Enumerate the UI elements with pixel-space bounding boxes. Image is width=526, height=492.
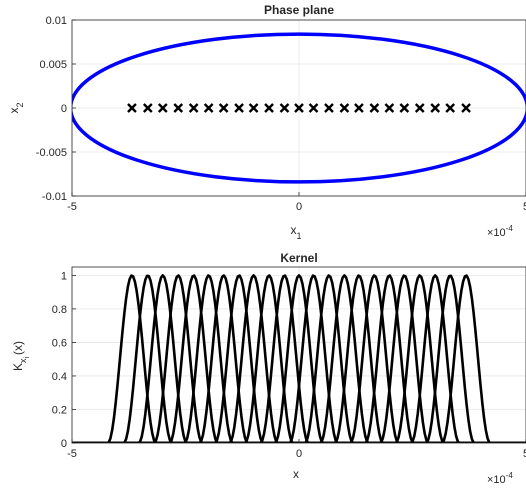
phase-trajectory-ellipse bbox=[72, 32, 526, 184]
center-marker bbox=[399, 103, 410, 113]
center-marker bbox=[127, 103, 137, 113]
kernel-curve bbox=[72, 274, 526, 443]
center-marker bbox=[414, 103, 425, 113]
center-marker bbox=[248, 103, 259, 113]
center-marker bbox=[279, 103, 290, 113]
phase-plane-axes: -5 0 5 -0.01 -0.005 0 0.005 0.01 Phase plane x1… bbox=[7, 3, 526, 241]
kernel-curve bbox=[72, 274, 526, 443]
center-marker bbox=[294, 103, 304, 113]
kernel-curve bbox=[72, 274, 526, 443]
center-marker bbox=[308, 103, 319, 113]
center-marker bbox=[339, 103, 350, 113]
center-marker bbox=[203, 103, 214, 113]
y-tick-label: 0.01 bbox=[46, 15, 67, 27]
phase-plane-ticks: -5 0 5 -0.01 -0.005 0 0.005 0.01 bbox=[36, 15, 526, 213]
y-tick-label: -0.01 bbox=[42, 191, 67, 203]
kernel-curves bbox=[72, 274, 526, 443]
phase-plane-title: Phase plane bbox=[264, 3, 334, 17]
kernel-x-exponent: ×10-4 bbox=[487, 471, 513, 486]
y-tick-label: 0 bbox=[61, 103, 67, 115]
kernel-curve bbox=[72, 274, 526, 443]
center-marker bbox=[173, 103, 184, 113]
center-marker bbox=[369, 103, 380, 113]
center-marker bbox=[142, 103, 153, 113]
center-marker bbox=[218, 103, 229, 113]
center-marker bbox=[430, 103, 441, 113]
y-tick-label: 0.4 bbox=[52, 371, 67, 383]
y-tick-label: -0.005 bbox=[36, 147, 67, 159]
kernel-curve bbox=[72, 274, 526, 443]
x-tick-label: 0 bbox=[296, 448, 302, 460]
y-tick-label: 1 bbox=[61, 270, 67, 282]
center-marker bbox=[324, 103, 334, 113]
center-marker bbox=[188, 103, 199, 113]
y-tick-label: 0.8 bbox=[52, 304, 67, 316]
x-tick-label: -5 bbox=[67, 448, 77, 460]
x-tick-label: -5 bbox=[67, 201, 77, 213]
center-marker bbox=[461, 103, 471, 113]
y-tick-label: 0.2 bbox=[52, 404, 67, 416]
kernel-ticks: -50500.20.40.60.81 bbox=[52, 270, 526, 460]
center-marker bbox=[384, 103, 395, 113]
center-marker bbox=[264, 103, 274, 113]
x-tick-label: 5 bbox=[523, 201, 526, 213]
x-tick-label: 0 bbox=[296, 201, 302, 213]
y-tick-label: 0 bbox=[61, 438, 67, 450]
center-marker bbox=[234, 103, 244, 113]
phase-plane-x-exponent: ×10-4 bbox=[487, 224, 513, 239]
y-tick-label: 0.6 bbox=[52, 337, 67, 349]
kernel-ylabel: Kxi(x) bbox=[11, 341, 31, 371]
y-tick-label: 0.005 bbox=[39, 59, 67, 71]
kernel-curve bbox=[72, 274, 526, 443]
kernel-axes: -50500.20.40.60.81 Kernel x Kxi(x) ×10-4 bbox=[11, 251, 526, 486]
phase-plane-xlabel: x1 bbox=[290, 223, 301, 241]
center-marker bbox=[445, 103, 456, 113]
kernel-center-markers bbox=[127, 103, 471, 113]
center-marker bbox=[157, 103, 168, 113]
kernel-title: Kernel bbox=[280, 251, 317, 265]
center-marker bbox=[354, 103, 364, 113]
x-tick-label: 5 bbox=[523, 448, 526, 460]
kernel-xlabel: x bbox=[293, 467, 299, 481]
phase-plane-ylabel: x2 bbox=[7, 102, 25, 113]
